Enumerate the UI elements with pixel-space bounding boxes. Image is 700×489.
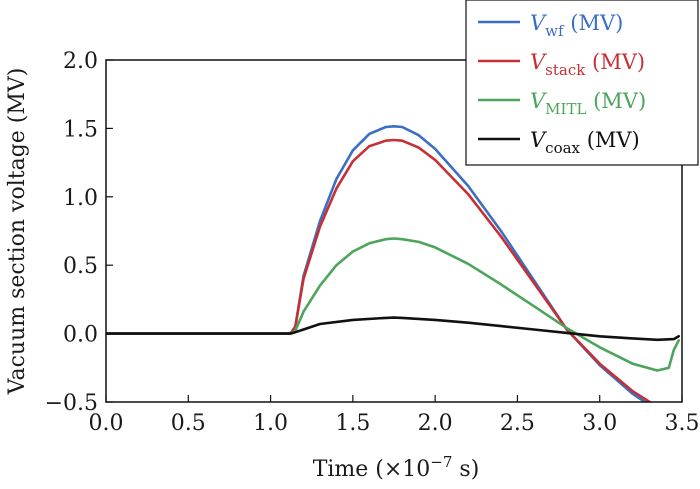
series-line-mitl — [106, 237, 680, 372]
legend-entry-unit: (MV) — [564, 11, 624, 35]
legend-entry-stack: Vstack (MV) — [530, 50, 645, 79]
x-axis-label-main: Time (×10 — [313, 457, 431, 482]
series-line-wf — [106, 125, 648, 402]
x-tick-label: 1.5 — [335, 411, 370, 436]
legend-entry-wf: Vwf (MV) — [530, 11, 623, 40]
plot-frame — [105, 59, 683, 403]
legend-entry-subscript: wf — [545, 22, 565, 40]
legend-entry-subscript: stack — [545, 61, 586, 79]
legend-box — [465, 0, 699, 166]
series-group — [106, 125, 680, 402]
legend-entry-unit: (MV) — [586, 89, 646, 113]
legend-entry-mitl: VMITL (MV) — [530, 89, 646, 118]
legend-entry-coax: Vcoax (MV) — [530, 128, 640, 157]
ticks-group: 0.0 0.5 1.0 1.5 2.0 2.5 3.0 3.5−0.50.00.51.01.5… — [45, 49, 700, 436]
legend-entry-unit: (MV) — [580, 128, 640, 152]
y-tick-label: 0.0 — [63, 323, 98, 348]
legend-entry-subscript: coax — [545, 139, 580, 157]
legend-entry-symbol: V — [530, 50, 547, 74]
x-tick-label: 3.5 — [665, 411, 700, 436]
legend-entry-symbol: V — [530, 11, 547, 35]
x-tick-label: 0.5 — [171, 411, 206, 436]
legend-entry-unit: (MV) — [585, 50, 645, 74]
y-tick-label: 0.5 — [63, 254, 98, 279]
x-tick-label: 1.0 — [253, 411, 288, 436]
x-axis-label-exponent: −7 — [430, 453, 452, 471]
x-tick-label: 2.5 — [500, 411, 535, 436]
y-tick-label: −0.5 — [45, 391, 98, 416]
series-line-stack — [106, 138, 653, 402]
y-tick-label: 1.5 — [63, 117, 98, 142]
y-tick-label: 1.0 — [63, 186, 98, 211]
legend: Vwf (MV)Vstack (MV)VMITL (MV)Vcoax (MV) — [465, 0, 699, 166]
x-axis-label: Time (×10−7 s) — [313, 453, 480, 482]
legend-entry-symbol: V — [530, 128, 547, 152]
legend-entry-subscript: MITL — [545, 100, 586, 118]
series-line-coax — [106, 316, 680, 342]
legend-entry-symbol: V — [530, 89, 547, 113]
x-tick-label: 2.0 — [418, 411, 453, 436]
y-axis-label: Vacuum section voltage (MV) — [5, 68, 30, 396]
y-tick-label: 2.0 — [63, 49, 98, 74]
x-axis-label-unit: s) — [452, 457, 479, 482]
x-tick-label: 0.0 — [89, 411, 124, 436]
x-tick-label: 3.0 — [582, 411, 617, 436]
legend-items: Vwf (MV)Vstack (MV)VMITL (MV)Vcoax (MV) — [478, 11, 646, 157]
